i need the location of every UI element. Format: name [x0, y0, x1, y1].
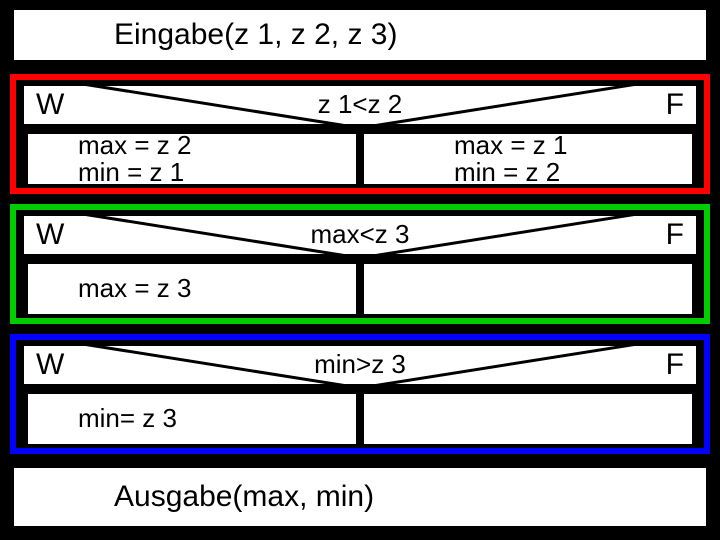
d2-condition-box: W max<z 3 F	[20, 212, 700, 258]
d2-condition: max<z 3	[311, 221, 410, 248]
d2-true-label: W	[36, 219, 64, 251]
d1-branch-false: max = z 1 min = z 2	[360, 130, 696, 188]
d3-condition: min>z 3	[314, 351, 406, 378]
d3-branch-true: min= z 3	[24, 390, 360, 448]
diagram-stage: Eingabe(z 1, z 2, z 3) W z 1<z 2 F max =…	[0, 0, 720, 540]
d2-branch-true-text: max = z 3	[78, 275, 191, 302]
d3-false-label: F	[666, 349, 684, 381]
output-label: Ausgabe(max, min)	[114, 481, 374, 513]
d2-branch-true: max = z 3	[24, 260, 360, 318]
d1-condition: z 1<z 2	[318, 91, 403, 118]
d1-false-label: F	[666, 89, 684, 121]
d3-condition-box: W min>z 3 F	[20, 342, 700, 388]
d2-false-label: F	[666, 219, 684, 251]
input-label: Eingabe(z 1, z 2, z 3)	[114, 19, 397, 51]
d3-branch-false	[360, 390, 696, 448]
d1-condition-box: W z 1<z 2 F	[20, 82, 700, 128]
d2-branch-false	[360, 260, 696, 318]
d1-true-label: W	[36, 89, 64, 121]
d3-branch-true-text: min= z 3	[78, 405, 177, 432]
input-box: Eingabe(z 1, z 2, z 3)	[10, 6, 710, 64]
output-box: Ausgabe(max, min)	[10, 464, 710, 530]
d1-branch-true: max = z 2 min = z 1	[24, 130, 360, 188]
d3-true-label: W	[36, 349, 64, 381]
d1-branch-false-text: max = z 1 min = z 2	[454, 132, 567, 187]
d1-branch-true-text: max = z 2 min = z 1	[78, 132, 191, 187]
